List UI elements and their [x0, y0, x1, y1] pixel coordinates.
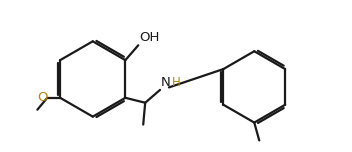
Text: OH: OH — [139, 31, 159, 44]
Text: O: O — [37, 91, 48, 104]
Text: N: N — [161, 76, 171, 89]
Text: H: H — [171, 76, 180, 89]
